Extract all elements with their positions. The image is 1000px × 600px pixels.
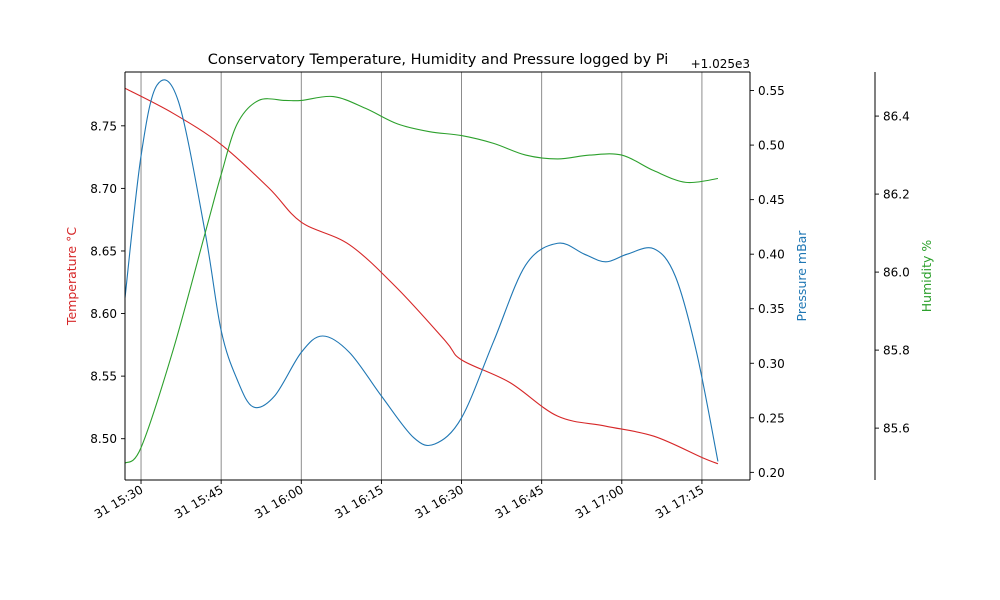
pressure-tick-label: 0.55 — [758, 84, 785, 98]
temperature-tick-label: 8.55 — [90, 370, 117, 384]
pressure-tick-label: 0.50 — [758, 139, 785, 153]
x-tick-label: 31 16:00 — [252, 482, 305, 521]
x-tick-label: 31 15:45 — [172, 482, 225, 521]
temperature-series-line — [124, 87, 719, 465]
axes-frame — [124, 71, 876, 481]
temperature-axis-label: Temperature °C — [64, 227, 79, 326]
humidity-tick-label: 86.2 — [883, 188, 910, 202]
humidity-tick-label: 85.8 — [883, 344, 910, 358]
pressure-tick-label: 0.45 — [758, 193, 785, 207]
pressure-tick-label: 0.40 — [758, 248, 785, 262]
chart-title: Conservatory Temperature, Humidity and P… — [208, 52, 669, 68]
temperature-tick-label: 8.65 — [90, 244, 117, 258]
x-tick-label: 31 16:30 — [413, 482, 466, 521]
plot-lines — [124, 79, 719, 465]
x-tick-label: 31 17:00 — [573, 482, 626, 521]
x-tick-label: 31 17:15 — [653, 482, 706, 521]
humidity-series-line — [124, 95, 719, 464]
tick-marks — [121, 90, 879, 484]
pressure-offset-text: +1.025e3 — [691, 57, 750, 71]
temperature-tick-label: 8.50 — [90, 432, 117, 446]
pressure-tick-label: 0.35 — [758, 302, 785, 316]
x-tick-label: 31 16:45 — [493, 482, 546, 521]
humidity-tick-label: 85.6 — [883, 422, 910, 436]
temperature-tick-label: 8.75 — [90, 119, 117, 133]
pressure-series-line — [124, 79, 719, 462]
pressure-tick-label: 0.20 — [758, 466, 785, 480]
humidity-axis-label: Humidity % — [919, 240, 934, 313]
x-tick-label: 31 16:15 — [332, 482, 385, 521]
temperature-tick-label: 8.70 — [90, 182, 117, 196]
x-tick-label: 31 15:30 — [92, 482, 145, 521]
temperature-tick-label: 8.60 — [90, 307, 117, 321]
pressure-tick-label: 0.25 — [758, 411, 785, 425]
humidity-tick-label: 86.4 — [883, 110, 910, 124]
humidity-tick-label: 86.0 — [883, 266, 910, 280]
grid-lines — [140, 72, 703, 480]
pressure-axis-label: Pressure mBar — [794, 230, 809, 322]
pressure-tick-label: 0.30 — [758, 357, 785, 371]
